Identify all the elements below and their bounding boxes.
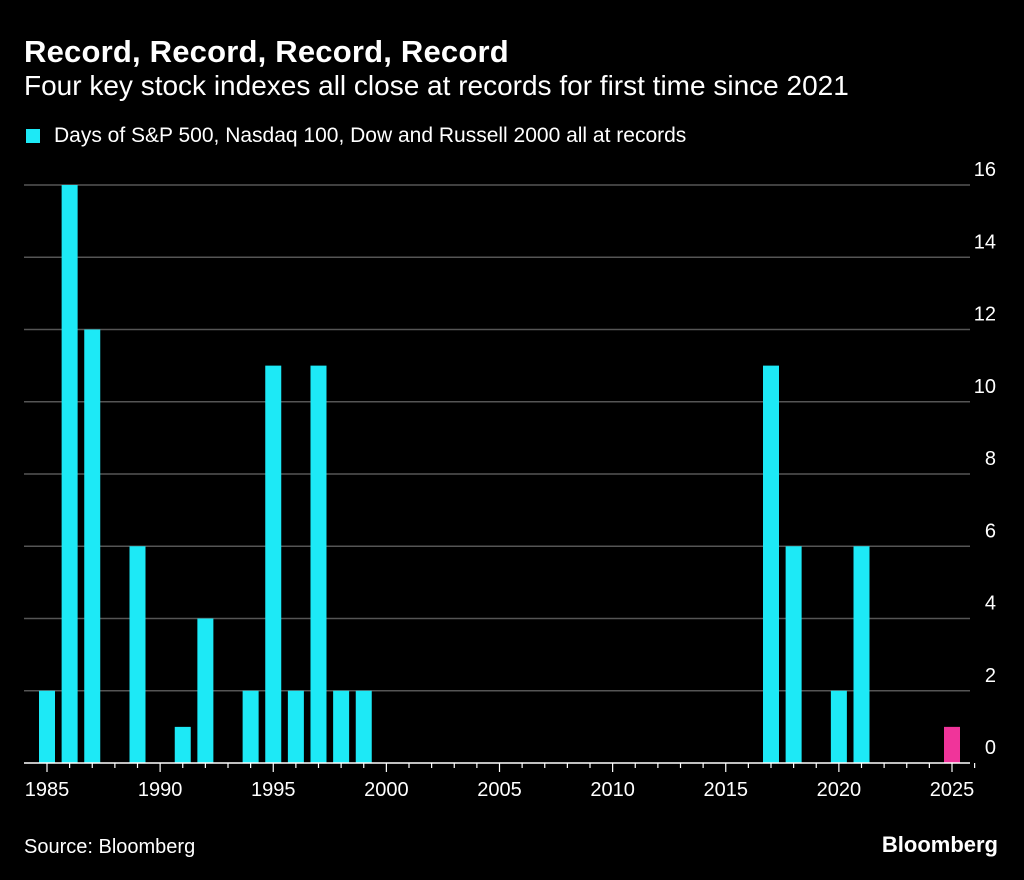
y-tick-label: 10 [974,376,996,398]
bar [197,618,214,763]
bloomberg-logo: Bloomberg [881,832,998,857]
bar [61,185,78,763]
x-tick-label: 1995 [251,779,296,801]
bar [830,690,847,763]
bar [174,726,191,763]
bar [287,690,304,763]
y-tick-label: 4 [985,593,996,615]
y-tick-label: 14 [974,231,996,253]
x-tick-label: 2015 [704,779,749,801]
x-tick-label: 2005 [477,779,522,801]
bar-chart: 0 2 4 6 8 10 12 14 16 1985 1990 1995 2000 2005 2010 201… [24,159,996,801]
x-tick-label: 2000 [364,779,409,801]
legend-swatch [26,129,40,143]
bar-highlight [944,726,960,763]
bar [39,690,55,763]
source-note: Source: Bloomberg [24,836,196,858]
bar [310,365,327,763]
legend-label: Days of S&P 500, Nasdaq 100, Dow and Rus… [54,124,687,147]
y-tick-label: 16 [974,159,996,181]
bar [84,329,101,763]
y-tick-label: 12 [974,304,996,326]
x-tick-label: 2020 [817,779,862,801]
bar [355,690,372,763]
y-tick-label: 2 [985,665,996,687]
x-tick-label: 2025 [930,779,975,801]
bar [129,546,146,763]
bar [763,365,779,763]
x-tick-label: 2010 [590,779,635,801]
bar [853,546,870,763]
bar [265,365,282,763]
y-tick-label: 8 [985,448,996,470]
x-tick-label: 1990 [138,779,183,801]
chart-title: Record, Record, Record, Record [24,34,509,69]
bar [242,690,259,763]
y-tick-label: 6 [985,520,996,542]
chart-subtitle: Four key stock indexes all close at reco… [24,70,849,101]
legend: Days of S&P 500, Nasdaq 100, Dow and Rus… [26,124,686,148]
x-tick-label: 1985 [25,779,70,801]
y-tick-label: 0 [985,737,996,759]
bar [785,546,802,763]
bar [333,690,350,763]
